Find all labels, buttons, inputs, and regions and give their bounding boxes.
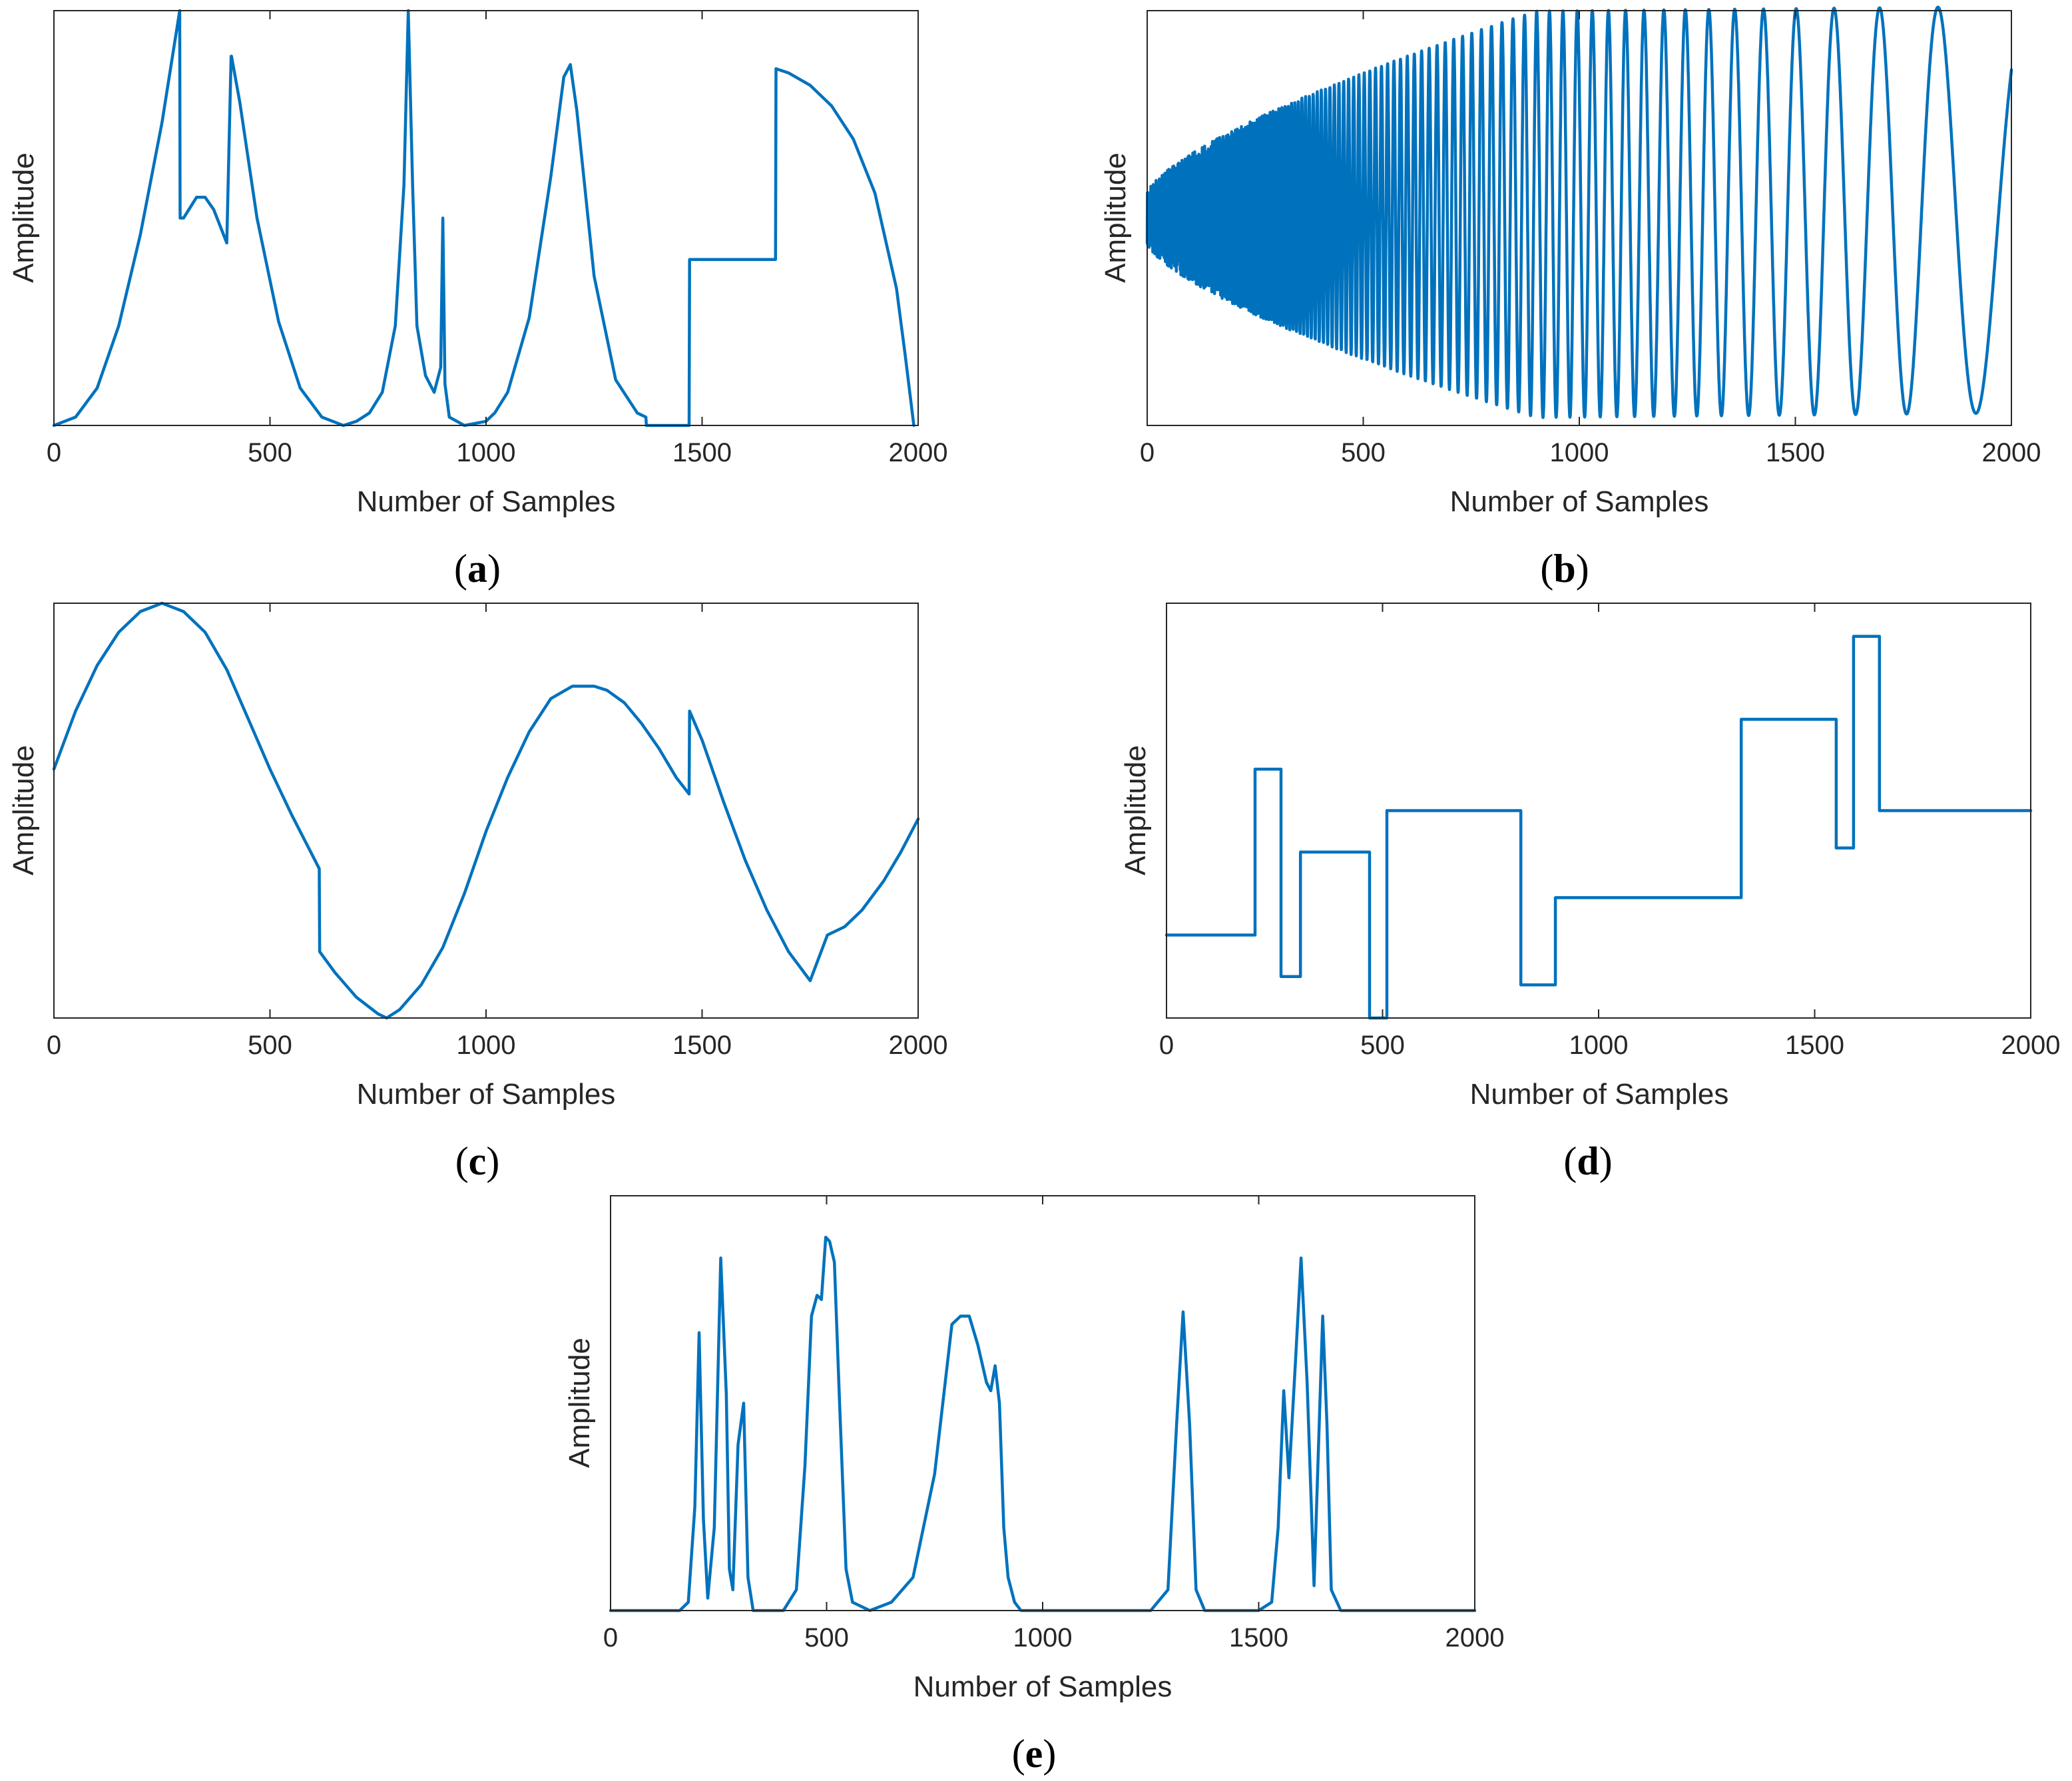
panel-d-y-axis-label: Amplitude [1119, 745, 1152, 876]
panel-a-x-axis-label: Number of Samples [357, 485, 616, 518]
panel-c-tick-holder: 0 500 1000 1500 2000 [47, 603, 948, 1060]
panel-d-caption-open: ( [1563, 1139, 1577, 1183]
panel-a-x-tick-label: 1000 [457, 438, 516, 467]
panel-d: 0 500 1000 1500 2000 Amplitude Number of Sam… [1119, 603, 2060, 1183]
panel-b-x-tick-label: 0 [1140, 438, 1155, 467]
panel-b-caption-close: ) [1576, 547, 1589, 591]
panel-e-tick-holder: 0 500 1000 1500 2000 [603, 1196, 1505, 1653]
panel-e-x-tick-label: 1500 [1229, 1623, 1288, 1653]
panel-e: 0 500 1000 1500 2000 Amplitude Number of Sam… [563, 1195, 1505, 1776]
panel-e-x-tick-label: 500 [804, 1623, 849, 1653]
panel-c-caption-open: ( [455, 1139, 469, 1183]
panel-d-series-holder [1165, 635, 2033, 1020]
panel-e-x-tick-label: 1000 [1013, 1623, 1073, 1653]
panel-c-x-tick-label: 2000 [889, 1031, 948, 1060]
panel-c-x-tick-label: 1000 [457, 1031, 516, 1060]
panel-e-x-tick-label: 2000 [1445, 1623, 1505, 1653]
panel-e-series-holder [609, 1236, 1477, 1613]
panel-d-tick-holder: 0 500 1000 1500 2000 [1159, 603, 2061, 1060]
panel-d-x-tick-label: 2000 [2001, 1031, 2061, 1060]
panel-e-caption-close: ) [1043, 1732, 1056, 1776]
panel-c-caption-close: ) [486, 1139, 499, 1183]
panel-b-y-axis-label: Amplitude [1099, 152, 1132, 283]
panel-d-x-tick-label: 1500 [1785, 1031, 1844, 1060]
panel-c-caption: (c) [455, 1139, 500, 1183]
panel-b-x-tick-label: 1500 [1766, 438, 1825, 467]
panel-c-x-tick-label: 500 [248, 1031, 292, 1060]
panel-d-caption-letter: d [1577, 1139, 1599, 1183]
panel-a-caption-letter: a [467, 547, 487, 591]
panel-b-caption: (b) [1540, 547, 1589, 591]
panel-d-x-tick-label: 500 [1360, 1031, 1405, 1060]
panel-d-x-axis-label: Number of Samples [1470, 1078, 1729, 1111]
panel-a-caption-open: ( [454, 547, 467, 591]
panel-a-tick-holder: 0 500 1000 1500 2000 [47, 11, 948, 467]
panel-b-tick-holder: 0 500 1000 1500 2000 [1140, 11, 2041, 467]
panel-b-x-axis-label: Number of Samples [1450, 485, 1709, 518]
panel-a-x-tick-label: 1500 [672, 438, 732, 467]
panel-b-caption-open: ( [1540, 547, 1553, 591]
panel-b-x-tick-label: 1000 [1550, 438, 1609, 467]
panel-e-plot-frame [610, 1195, 1475, 1611]
panel-b-caption-letter: b [1553, 547, 1575, 591]
panel-a-caption: (a) [454, 547, 501, 591]
panel-c: 0 500 1000 1500 2000 Amplitude Number of Sam… [7, 601, 948, 1183]
panel-c-plot-frame [53, 603, 919, 1019]
panel-e-x-tick-label: 0 [603, 1623, 618, 1653]
panel-c-caption-letter: c [469, 1139, 487, 1183]
panel-a-caption-close: ) [487, 547, 501, 591]
panel-a-x-tick-label: 0 [47, 438, 61, 467]
panel-a-x-tick-label: 500 [248, 438, 292, 467]
panel-e-caption-letter: e [1025, 1732, 1043, 1776]
panel-c-series-holder [52, 601, 920, 1020]
panel-a-series-line-signal [52, 9, 915, 427]
panel-c-x-axis-label: Number of Samples [357, 1078, 616, 1111]
panel-b-x-tick-label: 500 [1341, 438, 1386, 467]
panel-c-x-tick-label: 0 [47, 1031, 61, 1060]
panel-e-y-axis-label: Amplitude [563, 1338, 596, 1468]
panel-d-x-tick-label: 1000 [1569, 1031, 1629, 1060]
panel-a-y-axis-label: Amplitude [7, 152, 40, 283]
panel-d-series-line-signal [1165, 635, 2033, 1020]
panel-b: 0 500 1000 1500 2000 Amplitude Number of Sam… [1099, 5, 2041, 591]
panel-e-caption: (e) [1012, 1732, 1057, 1776]
panel-b-series-holder [1145, 5, 2013, 419]
panel-a-series-holder [52, 9, 915, 427]
panel-a-x-tick-label: 2000 [889, 438, 948, 467]
panel-b-x-tick-label: 2000 [1982, 438, 2041, 467]
panel-b-series-line-signal [1145, 5, 2013, 419]
panel-c-y-axis-label: Amplitude [7, 745, 40, 876]
panel-d-caption-close: ) [1599, 1139, 1613, 1183]
panel-c-series-line-signal [52, 601, 920, 1020]
panel-e-x-axis-label: Number of Samples [913, 1670, 1172, 1703]
panel-c-x-tick-label: 1500 [672, 1031, 732, 1060]
panel-e-caption-open: ( [1012, 1732, 1025, 1776]
panel-d-caption: (d) [1563, 1139, 1612, 1183]
panel-e-series-line-signal [609, 1236, 1477, 1613]
panel-a: 0 500 1000 1500 2000 Amplitude Number of Sam… [7, 9, 948, 591]
panel-d-x-tick-label: 0 [1159, 1031, 1174, 1060]
